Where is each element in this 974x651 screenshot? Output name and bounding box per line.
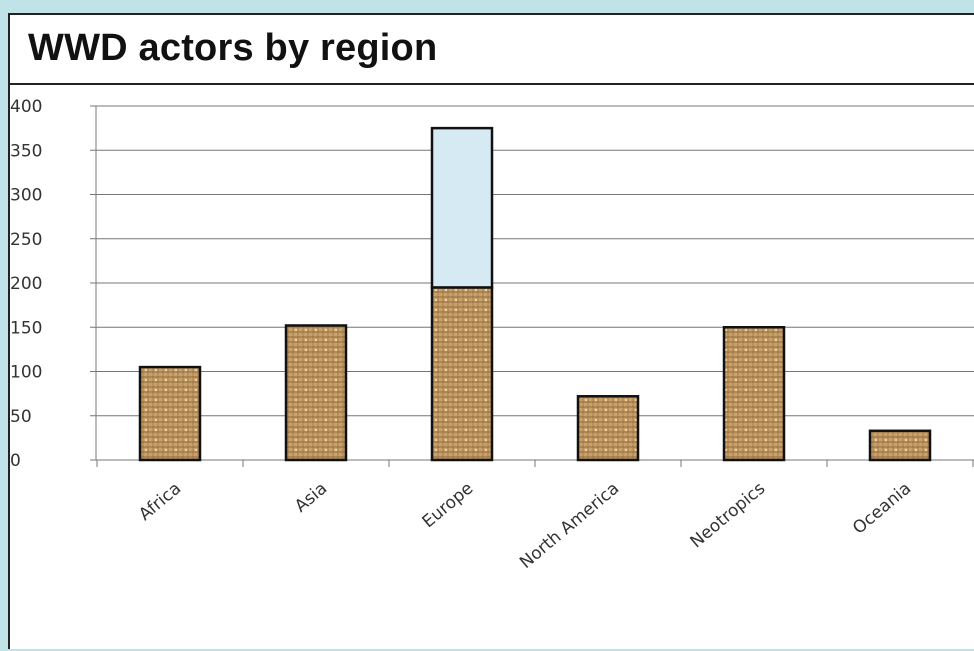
y-tick-label: 400 [10, 97, 42, 117]
x-category-label: Europe [419, 479, 478, 533]
x-category-label: Asia [291, 479, 331, 517]
y-tick-label: 350 [10, 141, 42, 161]
y-tick-label: 100 [10, 363, 42, 383]
y-tick-label: 150 [10, 318, 42, 338]
y-tick-label: 200 [10, 274, 42, 294]
chart-title: WWD actors by region [28, 27, 438, 69]
bar-north-america [576, 395, 640, 462]
x-category-label: Oceania [849, 479, 915, 539]
title-box: WWD actors by region [10, 15, 974, 85]
bar-asia [284, 324, 348, 462]
y-tick-label: 0 [10, 451, 21, 471]
bar-chart: 0 50 100 150 200 250 300 350 400 Africa Asia Europe… [10, 97, 974, 573]
y-tick-label: 50 [10, 407, 32, 427]
bar-upper-europe [430, 126, 494, 289]
slide-frame: WWD actors by region 0 50 100 150 200 250 300 3… [8, 13, 974, 649]
y-tick-label: 300 [10, 186, 42, 206]
bar-africa [138, 365, 202, 462]
x-category-label: Neotropics [687, 478, 770, 552]
bar-neotropics [722, 326, 786, 462]
x-category-label: Africa [135, 479, 185, 525]
x-category-label: North America [516, 479, 623, 573]
y-tick-label: 250 [10, 230, 42, 250]
bar-europe [430, 286, 494, 462]
bar-oceania [868, 429, 932, 462]
